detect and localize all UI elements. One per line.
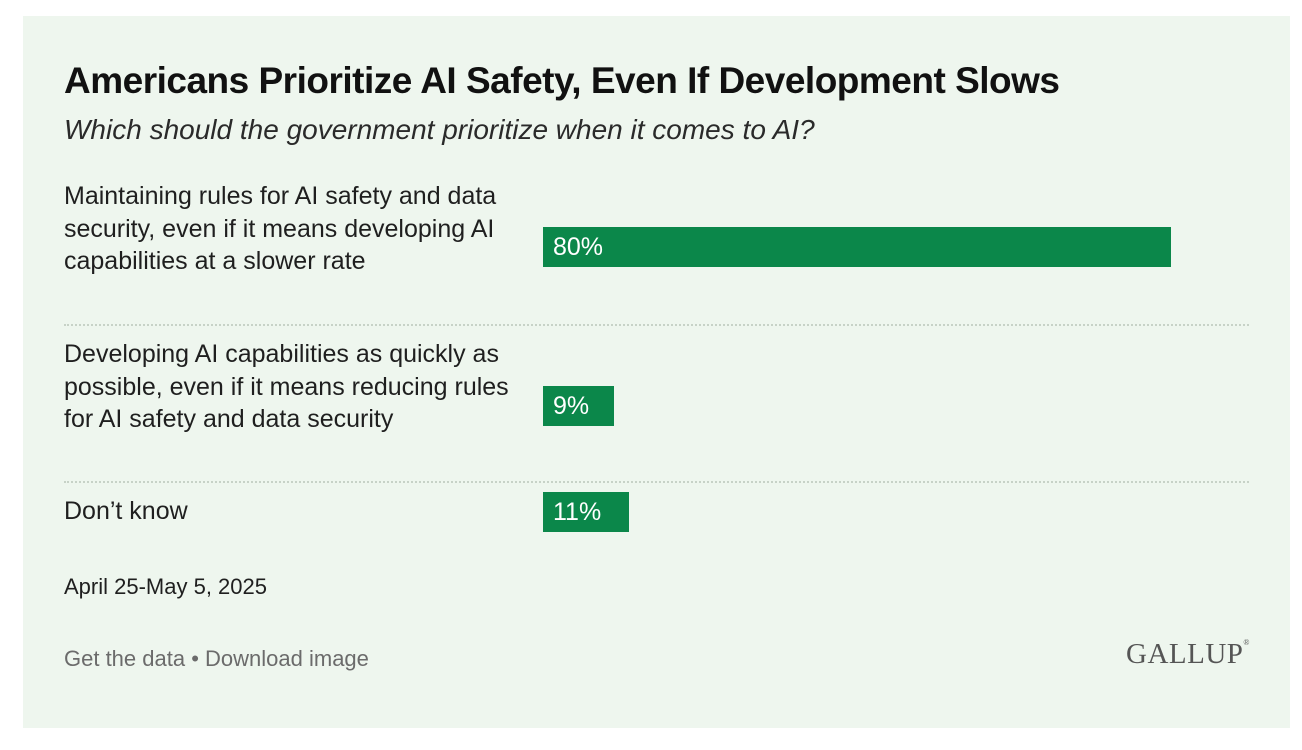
bar-value-label: 11% [553, 498, 602, 526]
row-divider [64, 481, 1249, 483]
download-image-link[interactable]: Download image [205, 646, 369, 671]
registered-mark: ® [1243, 638, 1250, 647]
bar-label: Maintaining rules for AI safety and data… [64, 182, 497, 275]
get-data-link[interactable]: Get the data [64, 646, 186, 671]
survey-date: April 25-May 5, 2025 [64, 574, 267, 599]
row-divider [64, 324, 1249, 326]
chart-card: Americans Prioritize AI Safety, Even If … [23, 16, 1290, 728]
logo-text: GALLUP [1126, 638, 1244, 670]
bar-value-label: 9% [553, 392, 590, 420]
footer-links: Get the data • Download image [64, 646, 369, 672]
bar-label: Don’t know [64, 497, 188, 525]
bar-value-label: 80% [553, 233, 604, 261]
footer-separator: • [185, 646, 206, 671]
chart-subtitle: Which should the government prioritize w… [64, 114, 815, 145]
bar-label: Developing AI capabilities as quickly as… [64, 340, 509, 433]
bar: 9% [543, 386, 614, 426]
bar: 11% [543, 492, 629, 532]
bar: 80% [543, 227, 1171, 267]
gallup-logo: GALLUP® [1126, 638, 1250, 671]
chart-title: Americans Prioritize AI Safety, Even If … [64, 60, 1060, 101]
